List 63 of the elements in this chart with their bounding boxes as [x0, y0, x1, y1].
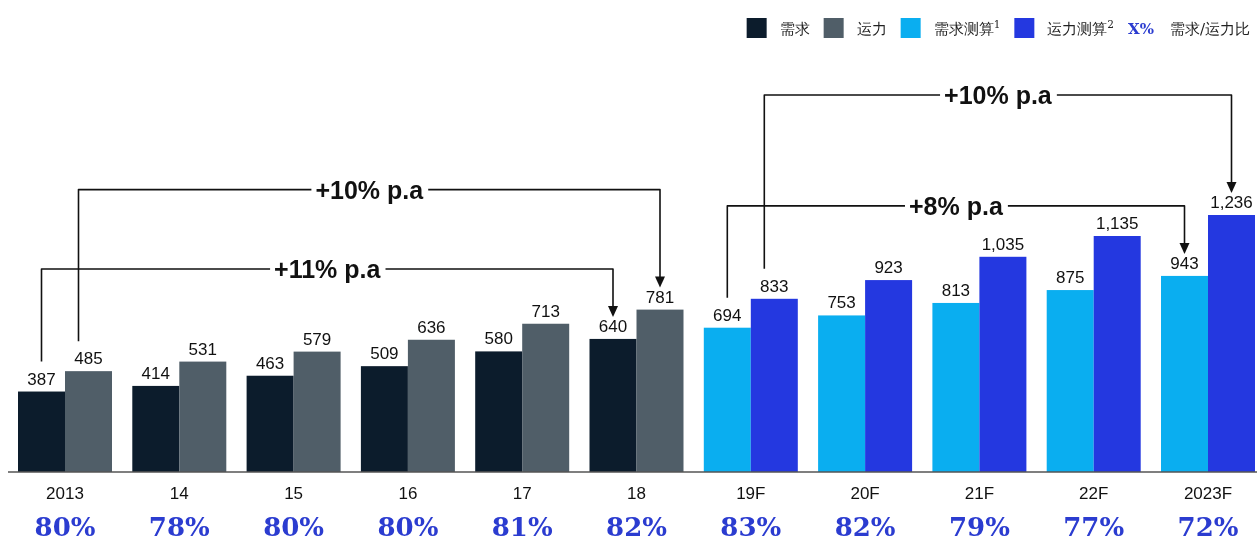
bar: [18, 391, 65, 472]
data-label: 923: [874, 258, 903, 278]
data-label: 753: [827, 293, 856, 313]
data-label: 875: [1056, 268, 1085, 288]
x-tick-label: 19F: [736, 484, 766, 503]
x-tick-label: 20F: [850, 484, 880, 503]
x-tick-label: 2023F: [1183, 484, 1233, 503]
data-label: 414: [141, 363, 170, 383]
bar: [865, 280, 913, 472]
bar: [818, 315, 866, 472]
data-label: 579: [302, 329, 332, 349]
bar: [522, 323, 570, 472]
x-tick-label: 16: [398, 484, 418, 503]
data-label: 485: [74, 349, 103, 369]
bar: [360, 366, 408, 472]
bar: [65, 371, 112, 472]
bar: [407, 339, 455, 472]
bar: [1208, 215, 1255, 472]
data-label: 1,035: [981, 234, 1025, 254]
bar: [1046, 290, 1094, 472]
bar: [589, 338, 637, 472]
bar: [293, 351, 341, 472]
data-label: 943: [1170, 253, 1199, 273]
data-label: 531: [188, 339, 217, 359]
data-label: 781: [645, 287, 675, 307]
x-tick-label: 21F: [964, 484, 995, 503]
legend-label: 运力: [856, 20, 887, 38]
data-label: 636: [417, 317, 446, 337]
x-tick-label: 17: [512, 484, 532, 503]
x-tick-label: 2013: [46, 484, 84, 503]
data-label: 694: [713, 305, 742, 325]
annotation: +11% p.a: [274, 254, 382, 283]
bar: [475, 351, 523, 472]
data-label: 813: [941, 280, 971, 300]
legend-label: 运力测算$^{2}$: [1047, 18, 1115, 38]
bar: [636, 309, 684, 472]
bar: [1161, 275, 1208, 472]
x-tick-label: 22F: [1079, 484, 1109, 503]
bar: [750, 298, 798, 472]
x-tick-label: 14: [169, 484, 189, 503]
legend-label: 需求: [779, 20, 810, 38]
data-label: 463: [255, 353, 285, 373]
data-label: 509: [370, 344, 399, 364]
text: X%: [1128, 20, 1154, 38]
bar: [979, 256, 1027, 472]
data-label: 1,236: [1210, 193, 1253, 212]
bar: [246, 375, 294, 472]
data-label: 640: [598, 316, 628, 336]
legend-label: 需求测算$^{1}$: [933, 18, 1001, 38]
x-tick-label: 15: [284, 484, 304, 503]
data-label: 580: [484, 329, 513, 349]
bar: [179, 361, 227, 472]
data-label: 713: [531, 301, 560, 321]
data-label: 833: [760, 276, 789, 296]
x-tick-label: 18: [627, 484, 646, 503]
bar: [703, 327, 751, 472]
data-label: 387: [27, 369, 56, 389]
data-label: 1,135: [1095, 214, 1139, 233]
annotation: +8% p.a: [908, 191, 1004, 220]
bar: [1093, 236, 1141, 472]
text: 需求/运力比: [1169, 20, 1250, 38]
bar: [932, 302, 980, 472]
bar: [132, 385, 180, 472]
